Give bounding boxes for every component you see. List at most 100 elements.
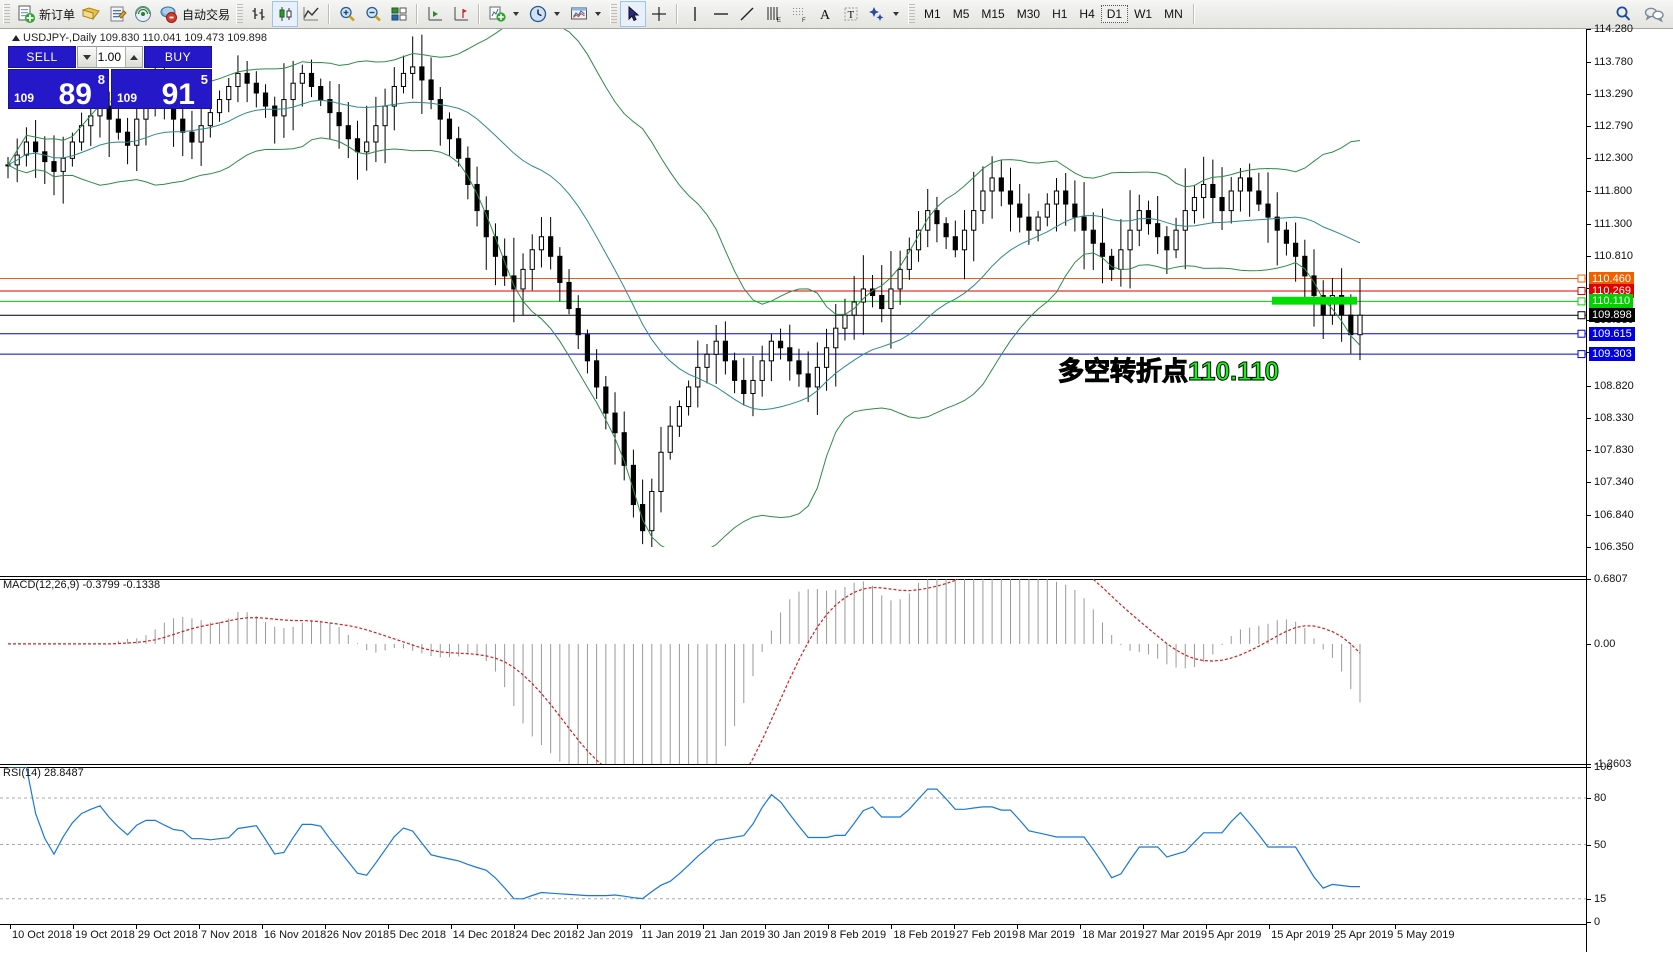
candle-body (557, 255, 563, 283)
date-tick-label: 19 Oct 2018 (74, 929, 135, 941)
macd-pane-divider[interactable] (0, 576, 1586, 580)
timeframe-m15[interactable]: M15 (981, 7, 1005, 21)
buy-button[interactable]: BUY (144, 46, 212, 68)
candle-body (1348, 314, 1354, 336)
price-level-label[interactable]: 109.303 (1589, 347, 1635, 362)
candlestick-button[interactable] (272, 1, 299, 27)
highlight-rectangle[interactable] (1272, 296, 1357, 305)
channel-button[interactable]: F (786, 2, 812, 26)
line-chart-button[interactable] (298, 2, 324, 26)
candle-body (428, 79, 434, 101)
candle-body (980, 190, 986, 212)
indicators-dropdown-caret[interactable] (513, 12, 520, 16)
price-level-label[interactable]: 110.110 (1589, 294, 1634, 309)
price-tick (1587, 93, 1591, 95)
timeframe-d1[interactable]: D1 (1100, 5, 1129, 23)
trendline-button[interactable] (734, 2, 760, 26)
toolbar-grip-4[interactable] (908, 4, 916, 24)
sell-button[interactable]: SELL (8, 46, 76, 68)
shift-end-button[interactable] (422, 2, 448, 26)
candle-body (1265, 203, 1271, 218)
price-level-anchor[interactable] (1577, 311, 1586, 320)
price-axis[interactable] (1586, 29, 1673, 952)
bar-chart-button[interactable] (246, 2, 272, 26)
candle-body (833, 327, 839, 349)
templates-button[interactable] (566, 2, 607, 26)
periods-dropdown-caret[interactable] (554, 12, 561, 16)
zoom-out-button[interactable] (360, 2, 386, 26)
toolbar-grip-3[interactable] (610, 4, 618, 24)
text-button[interactable]: A (812, 2, 838, 26)
rsi-pane-divider[interactable] (0, 764, 1586, 768)
candle-body (492, 236, 499, 257)
vline-button[interactable] (682, 2, 708, 26)
date-tick-label: 15 Apr 2019 (1271, 929, 1331, 941)
price-level-anchor[interactable] (1577, 274, 1586, 283)
volume-stepper[interactable]: 1.00 (77, 46, 143, 68)
rsi-tick-label: 80 (1594, 792, 1607, 804)
metaeditor-button[interactable] (104, 2, 130, 26)
price-pane[interactable] (0, 29, 1586, 547)
oct-price-row: 109 89 8 109 91 5 (8, 69, 212, 110)
fibo-button[interactable]: E (760, 2, 786, 26)
timeframe-h1[interactable]: H1 (1052, 7, 1068, 21)
folder-button[interactable] (78, 2, 104, 26)
timeframe-mn[interactable]: MN (1164, 7, 1183, 21)
toolbar-grip[interactable] (3, 4, 10, 24)
one-click-trading-panel[interactable]: SELL 1.00 BUY 109 89 8 109 91 5 (8, 46, 212, 110)
volume-value[interactable]: 1.00 (97, 47, 125, 67)
indicators-button[interactable] (484, 2, 525, 26)
buy-price-display[interactable]: 109 91 5 (111, 69, 212, 110)
tile-windows-button[interactable] (386, 2, 412, 26)
toolbar-grip-2[interactable] (236, 4, 244, 24)
new-order-button[interactable]: 新订单 (13, 2, 78, 26)
price-level-anchor[interactable] (1577, 350, 1586, 359)
volume-dropdown-icon[interactable] (78, 47, 97, 67)
timeframe-m30[interactable]: M30 (1016, 7, 1041, 21)
sell-price-display[interactable]: 109 89 8 (8, 69, 109, 110)
volume-increase-icon[interactable] (125, 47, 142, 67)
price-level-anchor[interactable] (1577, 329, 1586, 338)
signals-button[interactable] (130, 2, 156, 26)
shapes-button[interactable] (864, 2, 905, 26)
price-axis-line (1586, 29, 1587, 924)
macd-pane[interactable] (0, 579, 1586, 764)
chat-icon[interactable] (1643, 4, 1664, 24)
candle-body (134, 118, 140, 146)
crosshair-button[interactable] (646, 2, 672, 26)
autotrading-button[interactable]: 自动交易 (156, 2, 233, 26)
date-axis[interactable]: 10 Oct 2018 19 Oct 2018 29 Oct 2018 7 Nov 2… (0, 924, 1586, 953)
timeframe-w1[interactable]: W1 (1134, 7, 1153, 21)
chart-canvas[interactable]: USDJPY-,Daily 109.830 110.041 109.473 10… (0, 23, 1673, 953)
hline-button[interactable] (708, 2, 734, 26)
candle-body (1210, 183, 1216, 199)
auto-scroll-button[interactable] (448, 2, 474, 26)
templates-dropdown-caret[interactable] (595, 12, 602, 16)
price-tick-label: 113.780 (1594, 55, 1633, 68)
price-level-anchor[interactable] (1577, 297, 1586, 306)
zoom-in-button[interactable] (334, 2, 360, 26)
price-level-label[interactable]: 109.898 (1589, 308, 1635, 323)
buy-price-small: 5 (200, 72, 208, 87)
symbol-expand-icon[interactable] (12, 35, 20, 42)
periods-button[interactable] (525, 2, 566, 26)
periods-icon (528, 4, 548, 24)
fibo-icon: E (763, 4, 783, 24)
candle-body (391, 85, 397, 107)
date-tick (1143, 925, 1145, 929)
cursor-button[interactable] (620, 1, 647, 27)
date-tick (72, 925, 74, 929)
timeframe-m1[interactable]: M1 (924, 7, 941, 21)
rsi-pane[interactable] (0, 767, 1586, 922)
candle-body (42, 151, 48, 163)
price-level-label[interactable]: 110.460 (1589, 271, 1634, 286)
price-level-label[interactable]: 109.615 (1589, 326, 1635, 341)
candle-body (437, 99, 443, 120)
price-level-anchor[interactable] (1577, 287, 1586, 296)
timeframe-m5[interactable]: M5 (952, 7, 970, 21)
candle-body (1219, 197, 1225, 212)
label-button[interactable]: T (838, 2, 864, 26)
search-icon[interactable] (1613, 4, 1633, 24)
shapes-dropdown-caret[interactable] (893, 12, 900, 16)
timeframe-h4[interactable]: H4 (1079, 7, 1095, 21)
